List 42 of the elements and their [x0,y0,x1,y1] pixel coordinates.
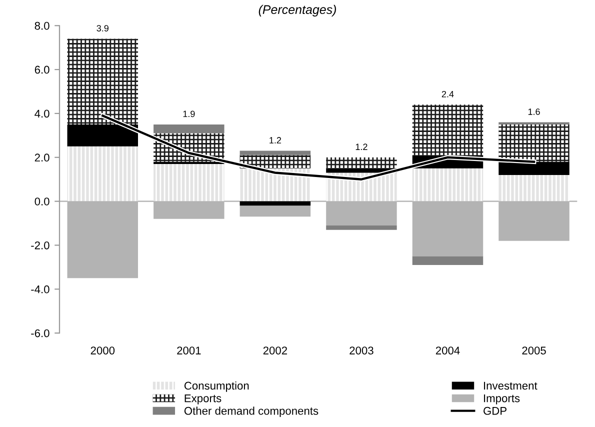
y-tick-label: 6.0 [34,66,50,74]
legend-label: Other demand components [184,406,318,417]
x-tick-label: 2003 [350,346,374,354]
annotation: 2.4 [442,90,454,98]
legend-label: GDP [484,406,506,415]
bar [154,164,224,202]
bar [498,124,570,162]
y-tick-label: -6.0 [31,329,50,338]
chart-title: (Percentages) [258,4,336,16]
bar [240,155,311,168]
bar [326,157,397,168]
bar [67,38,138,124]
bar [326,225,397,230]
annotation: 1.9 [183,110,195,118]
legend-label: Investment [484,382,538,390]
bar [240,201,311,206]
bar [67,146,138,202]
x-tick-label: 2005 [522,346,546,354]
bar [498,174,570,202]
legend-label: Consumption [184,381,249,392]
annotation: 1.2 [356,144,368,150]
bar [412,104,484,156]
y-tick-label: -2.0 [31,241,50,250]
y-tick-label: 8.0 [34,22,50,30]
x-tick-label: 2002 [263,346,287,354]
bar [154,124,224,134]
y-tick-label: 4.0 [34,110,50,118]
bar [412,256,484,265]
x-tick-label: 2004 [436,346,460,354]
bar [240,150,311,156]
annotation: 1.2 [270,137,282,144]
bar [240,206,311,217]
y-tick-label: -4.0 [31,285,50,294]
y-tick-label: 2.0 [34,154,50,162]
y-tick-label: 0.0 [34,198,50,206]
x-tick-label: 2000 [90,346,115,354]
x-tick-label: 2001 [177,346,201,354]
annotation: 3.9 [96,25,108,32]
legend-label: Imports [484,394,520,404]
bar [412,168,484,202]
annotation: 1.6 [528,108,540,115]
legend-label: Exports [184,394,222,404]
